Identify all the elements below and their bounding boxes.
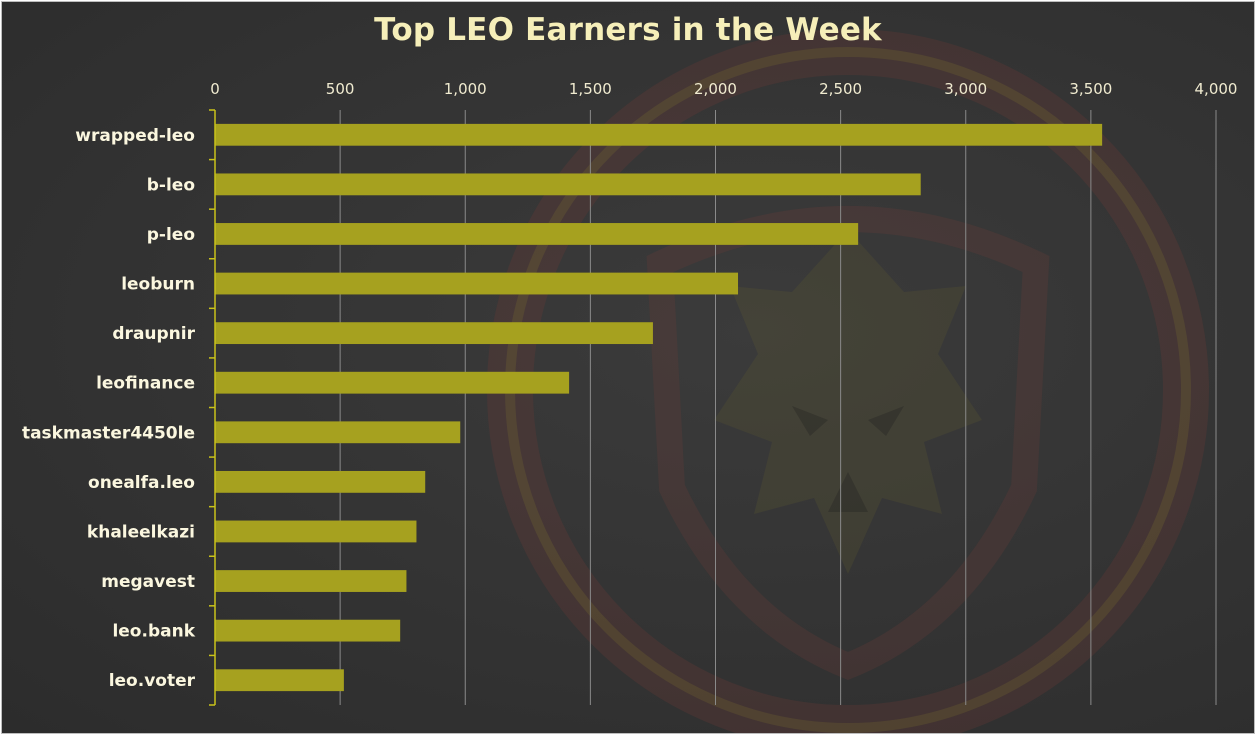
bar-leofinance [215,371,570,394]
gridlines [339,110,1217,705]
bar-b-leo [215,173,921,196]
x-tick-label: 0 [210,80,220,98]
bar-khaleelkazi [215,520,417,543]
x-tick-label: 1,000 [444,80,487,98]
x-tick-label: 2,500 [819,80,862,98]
bars [215,123,1103,692]
x-tick-label: 4,000 [1195,80,1238,98]
x-tick-label: 1,500 [569,80,612,98]
category-labels: wrapped-leo b-leo p-leo leoburn draupnir leof… [22,126,196,691]
bar-wrapped-leo [215,123,1103,146]
category-label: taskmaster4450le [22,423,195,443]
category-label: khaleelkazi [87,522,195,542]
value-axis-ticks: 0 500 1,000 1,500 2,000 2,500 3,000 3,500 4,000 [210,80,1237,98]
category-label: megavest [101,572,195,592]
bar-leoburn [215,272,739,295]
bar-draupnir [215,322,653,345]
bar-p-leo [215,223,859,245]
bar-leo-bank [215,619,401,642]
category-label: b-leo [147,175,195,195]
bar-leo-voter [215,669,344,692]
chart-title: Top LEO Earners in the Week [374,12,882,48]
category-label: leofinance [96,374,195,394]
x-tick-label: 3,000 [944,80,987,98]
category-label: onealfa.leo [88,473,195,493]
x-tick-label: 2,000 [694,80,737,98]
category-label: draupnir [112,324,195,344]
x-tick-label: 500 [326,80,355,98]
category-axis [209,109,216,706]
x-tick-label: 3,500 [1069,80,1112,98]
category-label: leoburn [121,275,195,295]
category-label: leo.bank [112,622,195,642]
category-label: leo.voter [109,671,196,691]
bar-megavest [215,570,407,592]
bar-onealfa-leo [215,470,426,493]
category-label: wrapped-leo [75,126,195,146]
category-label: p-leo [147,225,195,245]
bar-taskmaster4450le [215,421,461,444]
